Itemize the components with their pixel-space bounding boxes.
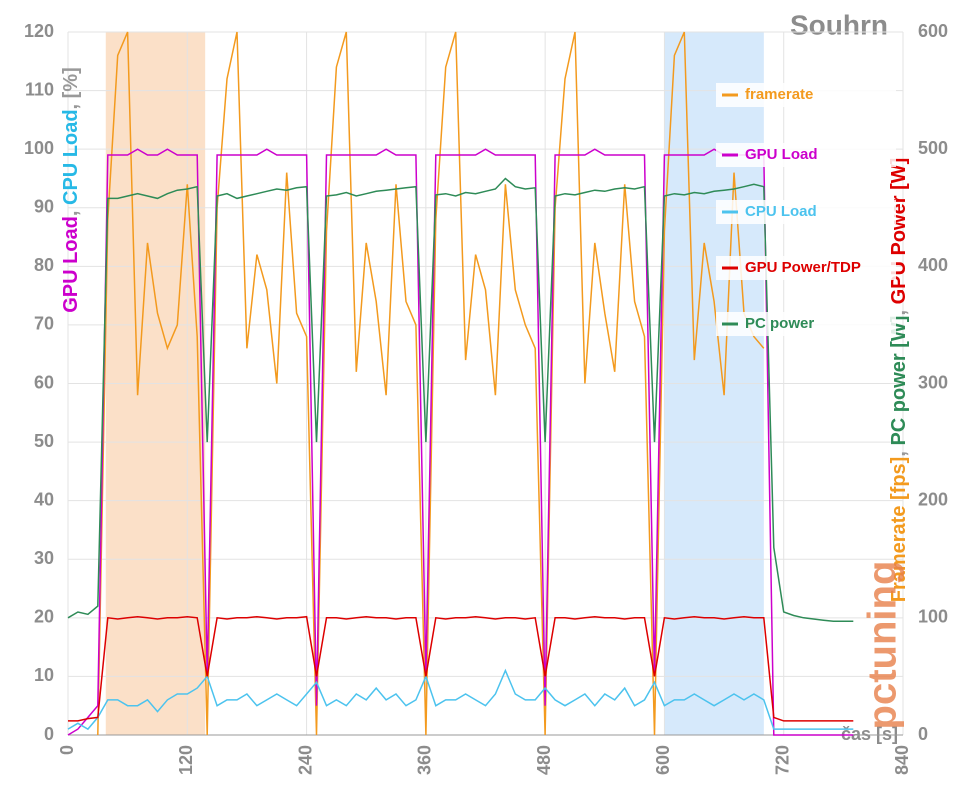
legend-item: PC power <box>716 312 896 336</box>
y-tick-label: 40 <box>34 489 54 509</box>
legend-bg <box>716 312 896 336</box>
y2-tick-label: 0 <box>918 724 928 744</box>
y-axis-title-part: , <box>60 205 82 216</box>
legend-item: GPU Power/TDP <box>716 256 896 280</box>
x-tick-label: 360 <box>415 745 435 775</box>
watermark: pctuning <box>861 561 905 730</box>
y-tick-label: 0 <box>44 724 54 744</box>
y2-tick-label: 500 <box>918 138 948 158</box>
y2-axis-title-part: PC power [W] <box>888 316 910 446</box>
x-tick-label: 840 <box>892 745 912 775</box>
y2-axis-title-part: , <box>888 446 910 457</box>
y2-tick-label: 200 <box>918 489 948 509</box>
y-tick-label: 10 <box>34 665 54 685</box>
y-axis-title-part: , [%] <box>60 67 82 109</box>
y-tick-label: 100 <box>24 138 54 158</box>
x-tick-label: 600 <box>653 745 673 775</box>
y2-axis-title-part: , <box>888 304 910 315</box>
legend-item: GPU Load <box>716 143 896 167</box>
legend-bg <box>716 256 896 280</box>
x-tick-label: 240 <box>295 745 315 775</box>
y-tick-label: 80 <box>34 255 54 275</box>
y2-axis-title: Framerate [fps], PC power [W], GPU Power… <box>888 158 910 603</box>
series-line <box>68 615 854 722</box>
y-tick-label: 60 <box>34 372 54 392</box>
x-tick-label: 0 <box>57 745 77 755</box>
legend-bg <box>716 200 896 224</box>
legend-label: PC power <box>745 315 814 332</box>
y-tick-label: 110 <box>25 79 54 99</box>
y2-axis-title-part: Framerate [fps] <box>888 457 910 603</box>
y-tick-label: 20 <box>34 607 54 627</box>
legend-label: GPU Load <box>745 146 818 163</box>
x-tick-label: 480 <box>534 745 554 775</box>
y2-tick-label: 300 <box>918 372 948 392</box>
y-tick-label: 70 <box>34 314 54 334</box>
y-tick-label: 120 <box>24 21 54 41</box>
legend-item: CPU Load <box>716 200 896 224</box>
y2-tick-label: 600 <box>918 21 948 41</box>
y2-tick-label: 400 <box>918 255 948 275</box>
legend-label: CPU Load <box>745 203 817 220</box>
legend-bg <box>716 83 896 107</box>
y-tick-label: 30 <box>34 548 54 568</box>
legend-label: GPU Power/TDP <box>745 259 861 276</box>
y-tick-label: 90 <box>34 197 54 217</box>
y-axis-title-part: CPU Load <box>60 109 82 205</box>
series-line <box>67 177 854 623</box>
y-axis-title-part: GPU Load <box>60 216 82 313</box>
y-tick-label: 50 <box>34 431 54 451</box>
legend-label: framerate <box>745 86 813 103</box>
chart-title: Souhrn <box>790 9 888 40</box>
y-axis-title: GPU Load, CPU Load, [%] <box>60 67 82 313</box>
legend-bg <box>716 143 896 167</box>
x-tick-label: 120 <box>176 745 196 775</box>
legend-item: framerate <box>716 83 896 107</box>
x-tick-label: 720 <box>772 745 792 775</box>
series-line <box>67 668 854 731</box>
x-axis-label: čas [s] <box>841 724 898 744</box>
y2-axis-title-part: GPU Power [W] <box>888 158 910 305</box>
y2-tick-label: 100 <box>918 607 948 627</box>
